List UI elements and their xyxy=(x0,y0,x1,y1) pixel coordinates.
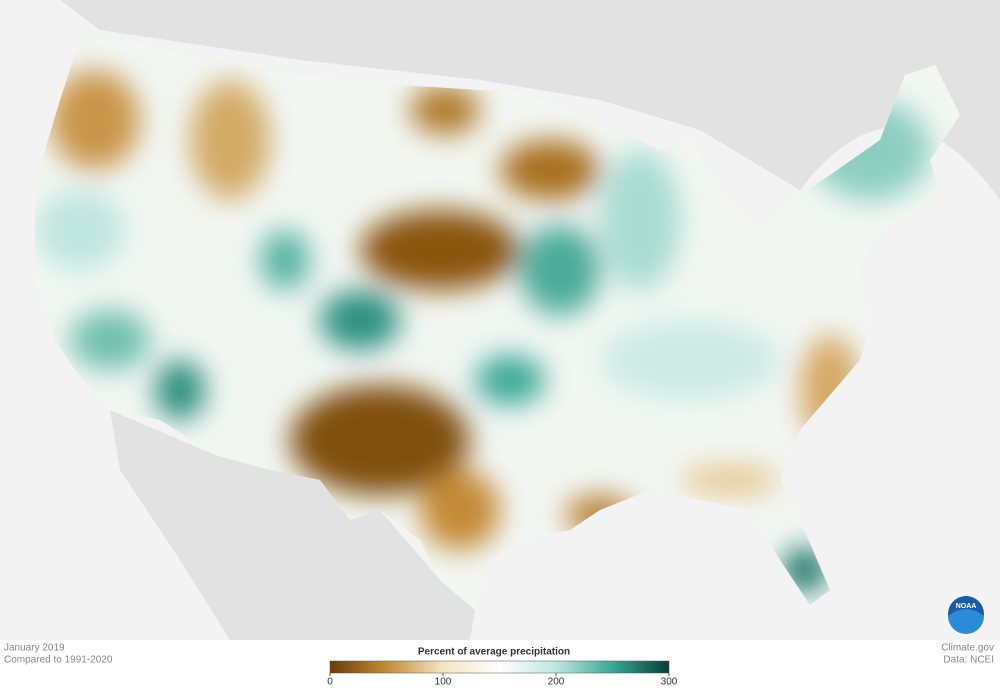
noaa-logo-text: NOAA xyxy=(956,603,977,610)
source: Data: NCEI xyxy=(943,655,994,666)
legend-tick-label: 0 xyxy=(327,677,333,688)
noaa-logo-wave xyxy=(948,609,984,634)
credit: Climate.gov xyxy=(941,643,994,654)
legend-title: Percent of average precipitation xyxy=(418,647,570,658)
legend-tick-label: 300 xyxy=(661,677,678,688)
canada xyxy=(0,0,1000,200)
legend-tick-label: 100 xyxy=(435,677,452,688)
legend-bar xyxy=(329,660,670,674)
date: January 2019 xyxy=(4,643,65,654)
baseline: Compared to 1991-2020 xyxy=(4,655,113,666)
mexico xyxy=(110,410,475,640)
legend-tick-label: 200 xyxy=(548,677,565,688)
